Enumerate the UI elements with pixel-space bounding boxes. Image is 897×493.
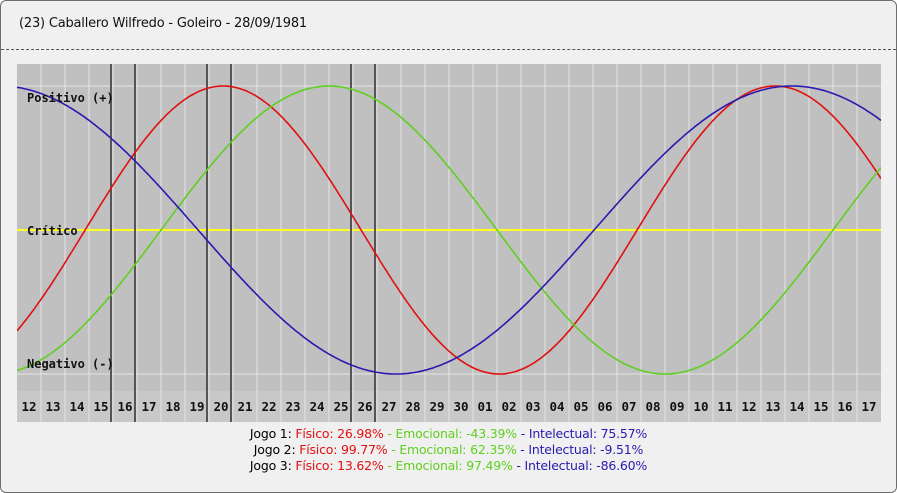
- x-tick-label: 11: [717, 399, 732, 414]
- legend-intelectual: Intelectual: 75.57%: [528, 426, 648, 441]
- page-title: (23) Caballero Wilfredo - Goleiro - 28/0…: [19, 16, 307, 31]
- x-tick-label: 26: [357, 399, 372, 414]
- label-negativo: Negativo (-): [27, 357, 114, 371]
- chart-svg: Positivo (+) Crítico Negativo (-) 12 13 14 15 1…: [16, 64, 882, 422]
- x-tick-label: 06: [597, 399, 612, 414]
- x-tick-label: 22: [261, 399, 276, 414]
- x-tick-label: 05: [573, 399, 588, 414]
- legend-intelectual: Intelectual: -9.51%: [528, 442, 644, 457]
- legend-fisico: Físico: 26.98%: [295, 426, 384, 441]
- legend-emocional: Emocional: -43.39%: [395, 426, 517, 441]
- x-tick-label: 13: [45, 399, 60, 414]
- x-tick-label: 16: [837, 399, 852, 414]
- legend: Jogo 1: Físico: 26.98% - Emocional: -43.…: [0, 426, 897, 474]
- x-tick-label: 15: [93, 399, 108, 414]
- legend-emocional: Emocional: 97.49%: [395, 458, 513, 473]
- x-tick-label: 13: [765, 399, 780, 414]
- x-tick-label: 29: [429, 399, 444, 414]
- legend-fisico: Físico: 99.77%: [299, 442, 388, 457]
- title-bar: (23) Caballero Wilfredo - Goleiro - 28/0…: [1, 1, 896, 50]
- x-tick-label: 09: [669, 399, 684, 414]
- x-tick-label: 19: [189, 399, 204, 414]
- label-positivo: Positivo (+): [27, 91, 114, 105]
- legend-intelectual: Intelectual: -86.60%: [524, 458, 648, 473]
- legend-label: Jogo 3:: [249, 458, 292, 473]
- x-tick-label: 12: [741, 399, 756, 414]
- x-tick-label: 10: [693, 399, 708, 414]
- x-tick-label: 02: [501, 399, 516, 414]
- x-tick-label: 30: [453, 399, 468, 414]
- x-tick-label: 04: [549, 399, 564, 414]
- x-tick-label: 03: [525, 399, 540, 414]
- x-tick-label: 14: [69, 399, 84, 414]
- series-line-emocional: [16, 85, 882, 375]
- label-critico: Crítico: [27, 224, 78, 238]
- biorhythm-chart: Positivo (+) Crítico Negativo (-) 12 13 14 15 1…: [16, 64, 882, 426]
- x-tick-label: 15: [813, 399, 828, 414]
- legend-label: Jogo 1:: [249, 426, 292, 441]
- legend-row-3: Jogo 3: Físico: 13.62% - Emocional: 97.4…: [249, 458, 648, 473]
- x-tick-label: 12: [21, 399, 36, 414]
- x-tick-label: 23: [285, 399, 300, 414]
- legend-label: Jogo 2:: [253, 442, 296, 457]
- x-tick-label: 08: [645, 399, 660, 414]
- legend-row-1: Jogo 1: Físico: 26.98% - Emocional: -43.…: [249, 426, 648, 441]
- x-tick-label: 17: [861, 399, 876, 414]
- x-tick-label: 28: [405, 399, 420, 414]
- legend-emocional: Emocional: 62.35%: [399, 442, 517, 457]
- x-tick-label: 25: [333, 399, 348, 414]
- x-tick-label: 01: [477, 399, 492, 414]
- x-tick-label: 20: [213, 399, 228, 414]
- x-tick-label: 14: [789, 399, 804, 414]
- legend-fisico: Físico: 13.62%: [295, 458, 384, 473]
- x-tick-label: 17: [141, 399, 156, 414]
- x-tick-label: 24: [309, 399, 324, 414]
- legend-row-2: Jogo 2: Físico: 99.77% - Emocional: 62.3…: [253, 442, 644, 457]
- x-tick-label: 16: [117, 399, 132, 414]
- series-line-intelectual: [16, 85, 882, 375]
- x-tick-label: 27: [381, 399, 396, 414]
- x-tick-label: 18: [165, 399, 180, 414]
- x-tick-label: 07: [621, 399, 636, 414]
- x-tick-label: 21: [237, 399, 252, 414]
